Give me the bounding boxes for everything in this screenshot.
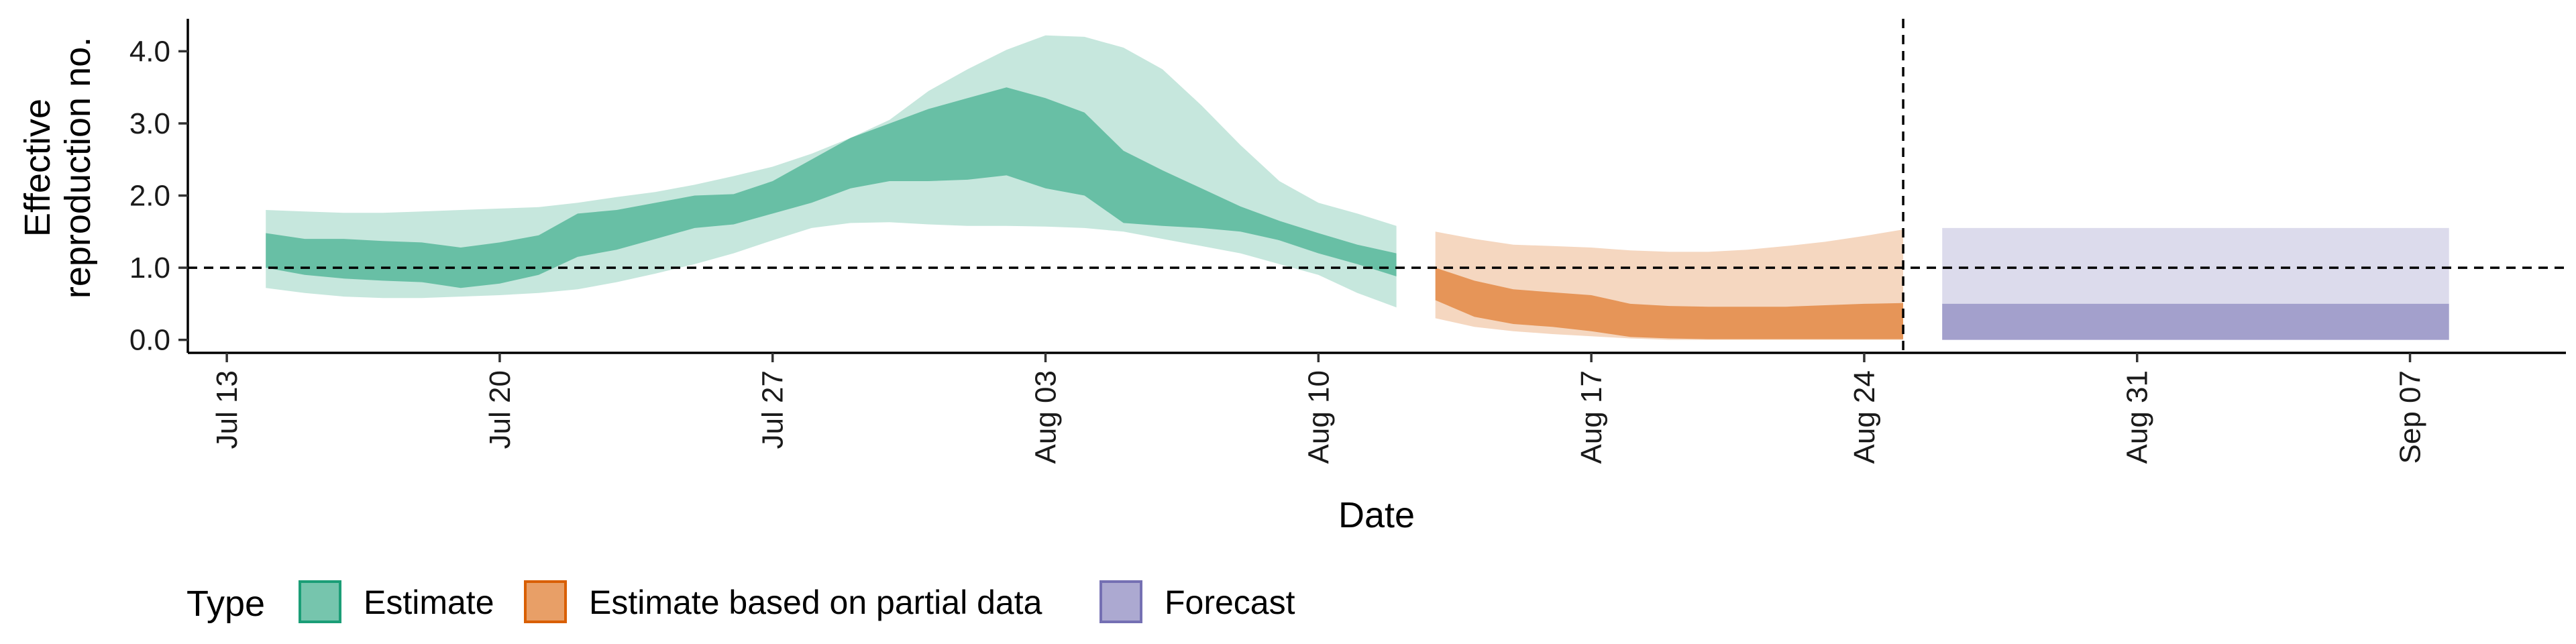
y-tick-label: 4.0 bbox=[129, 35, 170, 68]
legend-estimate-label: Estimate bbox=[364, 584, 494, 621]
y-tick-label: 2.0 bbox=[129, 180, 170, 213]
y-tick-label: 0.0 bbox=[129, 324, 170, 357]
legend: Type Estimate Estimate based on partial d… bbox=[186, 580, 1295, 624]
reference-lines bbox=[188, 19, 2566, 353]
legend-estimate-based-on-partial-data-label: Estimate based on partial data bbox=[589, 584, 1042, 621]
x-tick-label: Aug 24 bbox=[1848, 370, 1881, 464]
estimate-band-50 bbox=[266, 87, 1397, 288]
x-axis-title: Date bbox=[1338, 495, 1415, 535]
x-tick-label: Jul 27 bbox=[757, 370, 790, 449]
estimate-based-on-partial-data-band-50 bbox=[1435, 268, 1903, 339]
legend-estimate-based-on-partial-data-swatch bbox=[524, 580, 567, 623]
legend-forecast-label: Forecast bbox=[1165, 584, 1295, 621]
y-ticks: 0.0 1.0 2.0 3.0 4.0 bbox=[129, 35, 188, 357]
x-tick-label: Aug 31 bbox=[2121, 370, 2154, 464]
bands-layer bbox=[266, 35, 2449, 340]
y-tick-label: 3.0 bbox=[129, 107, 170, 140]
x-tick-label: Aug 10 bbox=[1302, 370, 1335, 464]
legend-title: Type bbox=[186, 584, 265, 624]
y-axis-title-line-1: Effective bbox=[17, 99, 58, 237]
x-ticks: Jul 13 Jul 20 Jul 27 Aug 03 Aug 10 Aug 17 Aug … bbox=[211, 353, 2427, 464]
y-tick-label: 1.0 bbox=[129, 252, 170, 284]
legend-forecast-swatch bbox=[1099, 580, 1142, 623]
axes bbox=[186, 19, 2566, 354]
x-tick-label: Jul 13 bbox=[211, 370, 244, 449]
legend-estimate-swatch bbox=[299, 580, 341, 623]
x-tick-label: Sep 07 bbox=[2394, 370, 2427, 464]
x-tick-label: Jul 20 bbox=[484, 370, 517, 449]
forecast-band-50 bbox=[1942, 303, 2449, 340]
x-tick-label: Aug 03 bbox=[1030, 370, 1063, 464]
x-tick-label: Aug 17 bbox=[1575, 370, 1608, 464]
legend-items: Estimate Estimate based on partial data Fo… bbox=[299, 580, 1295, 623]
y-axis-title-line-2: reproduction no. bbox=[58, 37, 98, 299]
